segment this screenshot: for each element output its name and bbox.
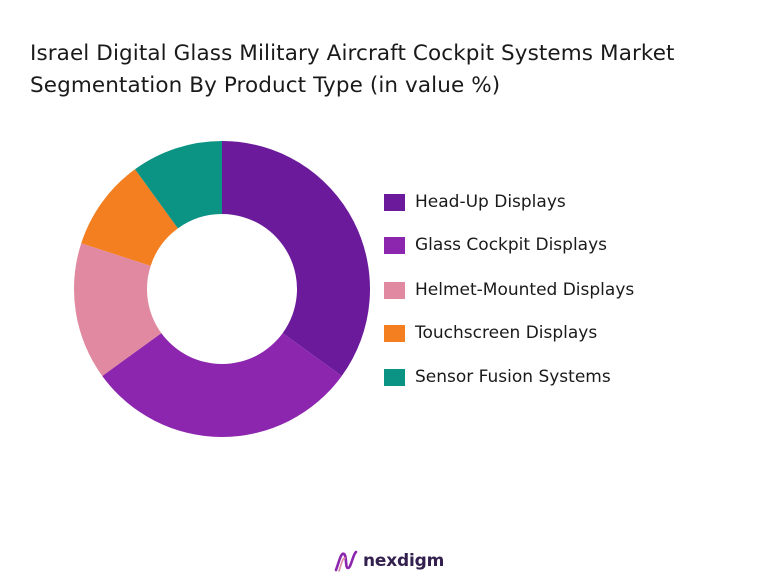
donut-slice-sensor-fusion-systems [135, 141, 222, 229]
legend-label: Helmet-Mounted Displays [415, 280, 635, 300]
donut-slice-helmet-mounted-displays [74, 243, 162, 376]
donut-slice-glass-cockpit-displays [102, 333, 342, 438]
legend-item: Sensor Fusion Systems [384, 365, 611, 389]
legend-item: Helmet-Mounted Displays [384, 278, 634, 302]
chart-title: Israel Digital Glass Military Aircraft C… [30, 41, 675, 98]
nexdigm-logo: nexdigm [333, 548, 444, 574]
legend-swatch [384, 324, 405, 342]
legend-label: Glass Cockpit Displays [415, 235, 607, 255]
donut-slice-touchscreen-displays [81, 169, 178, 266]
legend-item: Head-Up Displays [384, 190, 566, 214]
legend-swatch [384, 193, 405, 211]
legend-swatch [384, 368, 405, 386]
legend-label: Sensor Fusion Systems [415, 367, 611, 387]
legend-label: Head-Up Displays [415, 192, 566, 212]
nexdigm-logo-icon [334, 550, 358, 572]
legend-swatch [384, 281, 405, 299]
donut-slice-head-up-displays [222, 141, 370, 376]
legend-item: Glass Cockpit Displays [384, 233, 607, 257]
legend-swatch [384, 236, 405, 254]
legend-item: Touchscreen Displays [384, 321, 597, 345]
brand-name: nexdigm [363, 551, 445, 571]
legend-label: Touchscreen Displays [415, 323, 598, 343]
